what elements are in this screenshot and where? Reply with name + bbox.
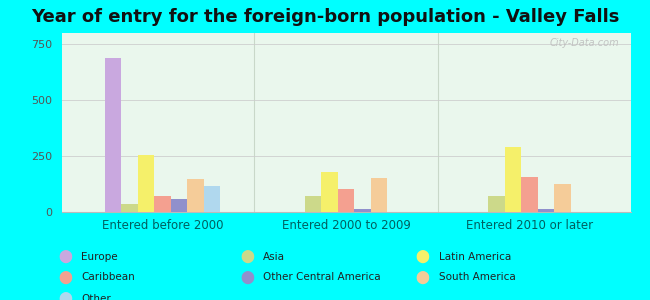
- Bar: [321, 172, 338, 212]
- Text: Other: Other: [81, 293, 111, 300]
- Text: ⬤: ⬤: [58, 271, 72, 284]
- Bar: [105, 58, 122, 211]
- Bar: [554, 184, 571, 212]
- Bar: [122, 204, 138, 212]
- Bar: [488, 196, 505, 212]
- Bar: [521, 177, 538, 212]
- Text: ⬤: ⬤: [58, 250, 72, 263]
- Text: City-Data.com: City-Data.com: [549, 38, 619, 48]
- Text: ⬤: ⬤: [240, 250, 254, 263]
- Text: ⬤: ⬤: [58, 292, 72, 300]
- Bar: [204, 186, 220, 211]
- Text: Europe: Europe: [81, 251, 118, 262]
- Text: ⬤: ⬤: [415, 271, 430, 284]
- Bar: [371, 178, 387, 211]
- Text: Caribbean: Caribbean: [81, 272, 135, 283]
- Bar: [538, 209, 554, 211]
- Bar: [505, 147, 521, 212]
- Text: ⬤: ⬤: [240, 271, 254, 284]
- Bar: [338, 189, 354, 212]
- Bar: [155, 196, 171, 212]
- Text: Other Central America: Other Central America: [263, 272, 381, 283]
- Bar: [305, 196, 321, 212]
- Bar: [138, 154, 155, 212]
- Text: ⬤: ⬤: [415, 250, 430, 263]
- Bar: [171, 199, 187, 212]
- Text: Year of entry for the foreign-born population - Valley Falls: Year of entry for the foreign-born popul…: [31, 8, 619, 26]
- Bar: [187, 179, 204, 212]
- Text: Asia: Asia: [263, 251, 285, 262]
- Text: Latin America: Latin America: [439, 251, 511, 262]
- Bar: [354, 209, 371, 211]
- Text: South America: South America: [439, 272, 515, 283]
